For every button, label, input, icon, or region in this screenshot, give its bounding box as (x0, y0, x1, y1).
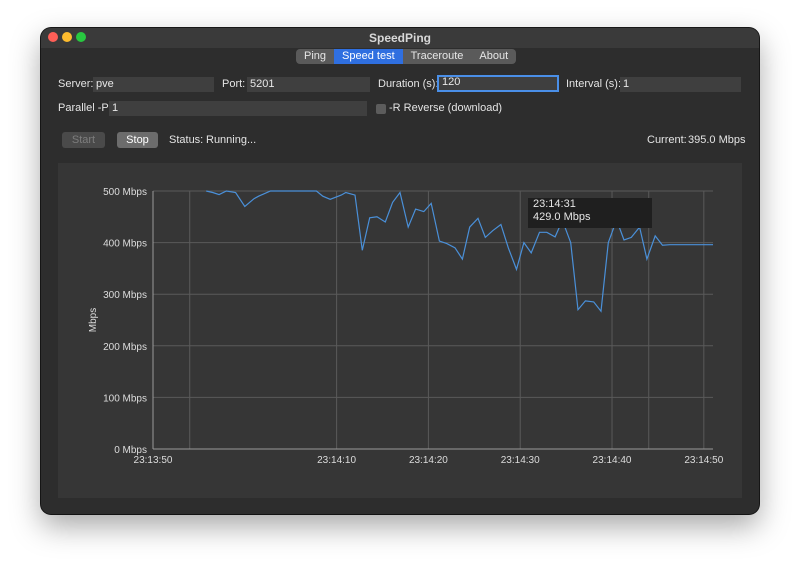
tab-traceroute[interactable]: Traceroute (410, 50, 464, 62)
x-tick-label: 23:14:10 (317, 455, 356, 466)
status-value: Running... (206, 134, 257, 146)
tooltip-time: 23:14:31 (533, 198, 576, 210)
parallel-label: Parallel -P: (58, 102, 112, 114)
port-input[interactable]: 5201 (247, 77, 370, 92)
app-window: SpeedPing Ping Speed test Traceroute Abo… (41, 28, 759, 514)
tab-ping[interactable]: Ping (304, 50, 327, 62)
y-tick-label: 500 Mbps (103, 187, 147, 198)
y-tick-label: 0 Mbps (114, 445, 147, 456)
server-input[interactable]: pve (93, 77, 214, 92)
x-tick-label: 23:14:40 (593, 455, 632, 466)
close-window-button[interactable] (48, 32, 58, 42)
current-label: Current: (647, 134, 687, 146)
port-label: Port: (222, 78, 246, 90)
tab-bar: Ping Speed test Traceroute About (296, 49, 517, 64)
throughput-chart-panel: 0 Mbps 100 Mbps 200 Mbps 300 Mbps 400 Mbps 50… (58, 163, 742, 498)
reverse-checkbox[interactable] (376, 104, 386, 114)
throughput-series-line (206, 190, 713, 313)
minimize-window-button[interactable] (62, 32, 72, 42)
x-tick-label: 23:14:20 (409, 455, 448, 466)
reverse-label: -R Reverse (download) (389, 102, 503, 114)
duration-input[interactable]: 120 (437, 75, 559, 92)
x-tick-label: 23:14:50 (684, 455, 723, 466)
x-tick-label: 23:13:50 (134, 455, 173, 466)
parallel-input[interactable]: 1 (109, 101, 367, 116)
y-tick-label: 300 Mbps (103, 290, 147, 301)
window-title: SpeedPing (368, 31, 431, 45)
x-tick-label: 23:14:30 (501, 455, 540, 466)
server-label: Server: (58, 78, 94, 90)
y-tick-label: 100 Mbps (103, 393, 147, 404)
throughput-chart: 0 Mbps 100 Mbps 200 Mbps 300 Mbps 400 Mbps 50… (88, 187, 724, 466)
interval-input[interactable]: 1 (620, 77, 741, 92)
start-button[interactable]: Start (62, 132, 105, 148)
duration-label: Duration (s): (378, 78, 439, 90)
tab-about[interactable]: About (479, 50, 509, 62)
title-bar: SpeedPing (41, 28, 759, 48)
stop-button[interactable]: Stop (117, 132, 158, 148)
maximize-window-button[interactable] (76, 32, 86, 42)
y-tick-label: 400 Mbps (103, 239, 147, 250)
y-tick-label: 200 Mbps (103, 342, 147, 353)
y-axis-label: Mbps (88, 308, 99, 332)
status-label: Status: (169, 134, 204, 146)
interval-label: Interval (s): (566, 78, 622, 90)
tab-speed-test[interactable]: Speed test (334, 49, 403, 64)
current-value: 395.0 Mbps (688, 134, 746, 146)
tooltip-value: 429.0 Mbps (533, 211, 591, 223)
chart-tooltip: 23:14:31 429.0 Mbps (528, 198, 652, 228)
